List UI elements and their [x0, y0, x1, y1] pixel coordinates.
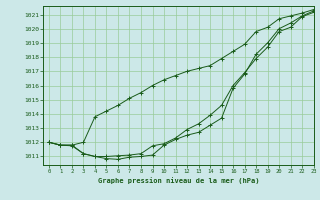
X-axis label: Graphe pression niveau de la mer (hPa): Graphe pression niveau de la mer (hPa) [98, 177, 259, 184]
